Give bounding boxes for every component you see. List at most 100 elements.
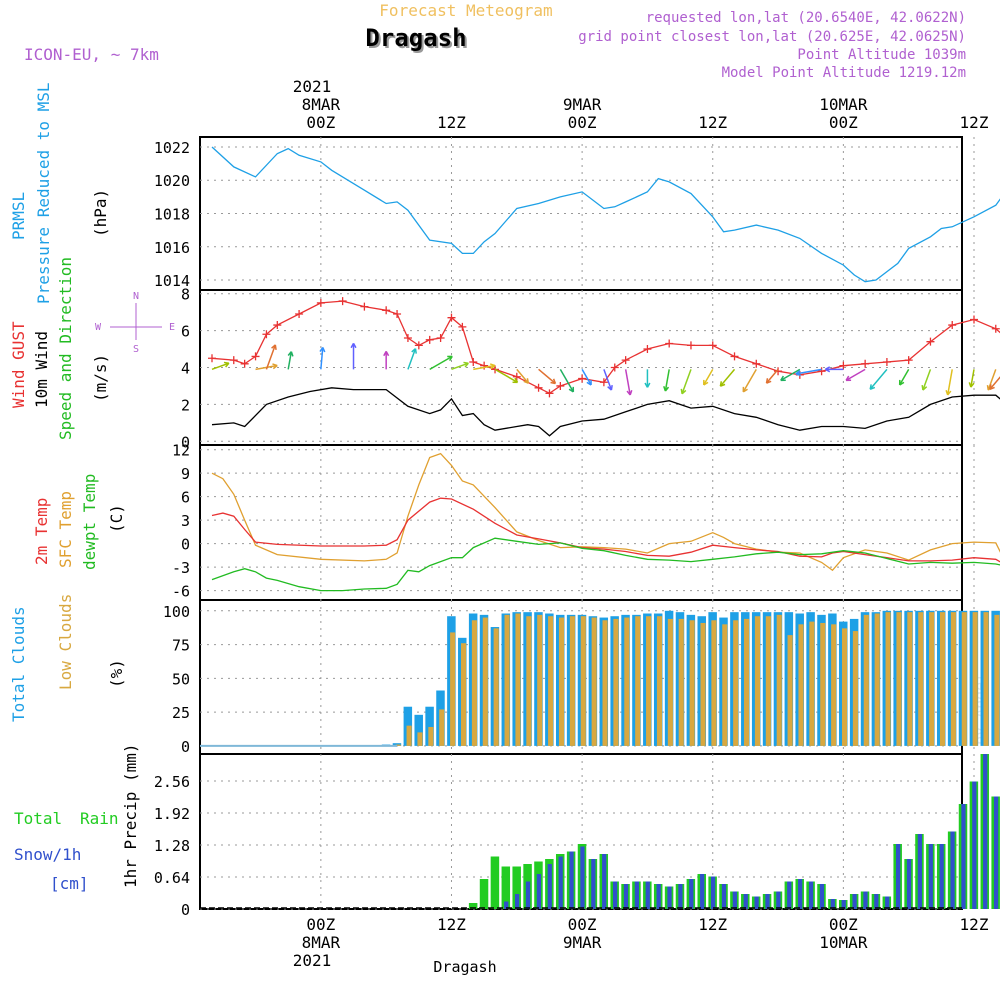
wind-direction-arrow — [516, 368, 529, 384]
temp-panel-frame — [199, 444, 963, 601]
snow-bar — [993, 796, 999, 909]
top-hour-label: 12Z — [698, 113, 727, 132]
total-clouds-bar — [414, 714, 423, 746]
wind-direction-arrow — [538, 368, 556, 385]
wind-arrow-head — [319, 347, 326, 353]
snow-bar — [874, 894, 879, 909]
snow-bar — [906, 859, 912, 909]
gust-marker — [926, 337, 935, 346]
wind-arrow-head — [550, 378, 557, 385]
wind-arrow-head — [411, 348, 417, 354]
low-clouds-bar — [406, 725, 412, 746]
wind-ytick-label: 0 — [181, 433, 190, 451]
wind-gust-label: Wind GUST — [9, 321, 28, 408]
gust-marker — [447, 313, 456, 322]
temp-ytick-label: -6 — [172, 583, 190, 601]
low-clouds-bar — [939, 612, 946, 746]
low-clouds-bar — [569, 616, 575, 746]
wind-direction-arrow — [664, 369, 670, 392]
low-clouds-bar — [798, 624, 804, 746]
low-clouds-bar — [852, 631, 858, 746]
gust-marker — [414, 341, 423, 350]
gust-marker — [382, 306, 391, 315]
clouds-ytick-label: 100 — [163, 603, 190, 621]
gust-marker — [316, 298, 325, 307]
snow-bar — [961, 804, 966, 909]
rain-bar — [468, 903, 478, 909]
snow-bar — [808, 881, 814, 909]
clouds-ytick-label: 25 — [172, 704, 190, 722]
low-clouds-bar — [656, 616, 663, 746]
gust-marker — [643, 345, 652, 354]
wind-arrow-head — [447, 355, 453, 362]
snow-bar — [525, 881, 531, 909]
bottom-hour-label: 12Z — [960, 915, 989, 934]
snow-bar — [830, 899, 835, 909]
snow-bar — [667, 886, 672, 909]
gust-marker — [599, 378, 608, 387]
low-clouds-bar — [885, 612, 891, 746]
requested-coords: requested lon,lat (20.6540E, 42.0622N) — [646, 10, 966, 26]
low-clouds-bar — [700, 622, 706, 746]
low-clouds-bar — [907, 612, 913, 746]
wind-arrow-head — [921, 384, 928, 391]
rain-bar — [479, 879, 489, 909]
low-clouds-bar — [635, 616, 641, 746]
snow-bar — [689, 879, 694, 909]
temp-ytick-label: 6 — [181, 489, 190, 507]
wind-arrow-head — [271, 344, 277, 350]
low-clouds-bar — [918, 612, 924, 746]
wind-direction-arrow — [473, 364, 496, 371]
gust-marker — [686, 341, 695, 350]
wind-ytick-label: 8 — [181, 286, 190, 304]
low-clouds-bar — [591, 617, 597, 746]
low-clouds-bar — [950, 612, 956, 746]
rain-bar — [512, 866, 521, 909]
gust-marker — [403, 333, 412, 342]
precip-ytick-label: 1.92 — [154, 805, 190, 823]
wind-direction-arrow — [320, 347, 324, 370]
gust-marker — [208, 354, 216, 363]
gust-marker — [708, 341, 717, 350]
wind-arrow-head — [223, 361, 230, 368]
compass-s: S — [133, 344, 139, 355]
wind-gust-line — [211, 300, 1000, 395]
wind-direction-arrow — [899, 368, 910, 386]
pressure-line — [211, 146, 1000, 283]
wind-direction-arrow — [265, 344, 277, 370]
wind-arrow-head — [795, 370, 801, 377]
snow-bar — [939, 844, 944, 909]
wind-direction-arrow — [795, 368, 822, 375]
snow-bar — [536, 874, 542, 909]
gust-marker — [534, 383, 543, 392]
gust-marker — [948, 321, 957, 330]
clouds-ytick-label: 75 — [172, 637, 190, 655]
low-clouds-bar — [428, 726, 434, 746]
gust-marker — [240, 359, 249, 368]
gust-marker — [882, 357, 891, 366]
snow-bar — [721, 884, 727, 909]
snow-bar — [754, 896, 759, 909]
grid-point-coords: grid point closest lon,lat (20.625E, 42.… — [578, 29, 966, 45]
low-clouds-bar — [722, 624, 728, 746]
temp-ytick-label: -3 — [172, 559, 190, 577]
wind-arrow-head — [568, 386, 575, 393]
wind-direction-arrow — [765, 368, 779, 384]
low-clouds-bar — [809, 621, 815, 746]
wind-direction-arrow — [845, 368, 866, 381]
top-year-label: 2021 — [293, 77, 332, 96]
wind-ytick-label: 2 — [181, 396, 190, 414]
low-clouds-bar — [689, 620, 695, 746]
wind-arrow-head — [845, 375, 852, 382]
point-altitude: Point Altitude 1039m — [797, 47, 966, 63]
low-clouds-bar — [417, 732, 423, 746]
wind-arrow-head — [383, 350, 390, 357]
snow-bar — [863, 891, 868, 909]
gust-marker — [458, 322, 467, 331]
top-day-label: 9MAR — [563, 95, 602, 114]
wind-arrow-head — [512, 377, 519, 384]
snow-bar — [972, 781, 977, 909]
total-clouds-label: Total Clouds — [9, 606, 28, 722]
wind-arrow-head — [680, 388, 687, 395]
clouds-unit: (%) — [107, 659, 126, 688]
